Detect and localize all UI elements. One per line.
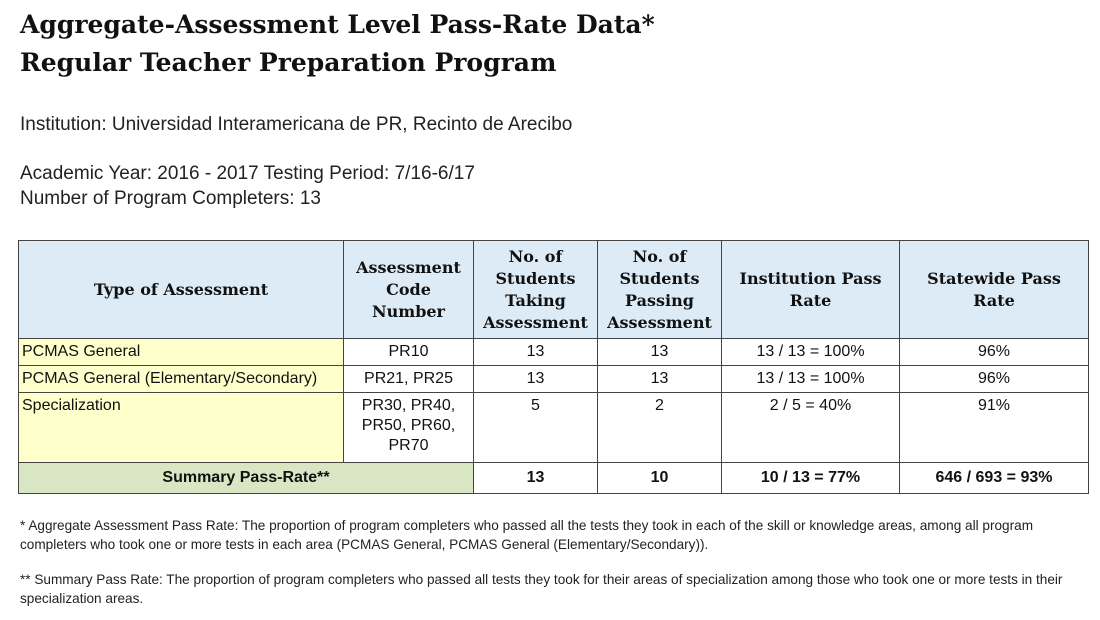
cell-passing: 2 bbox=[597, 392, 722, 463]
cell-statewide-rate: 96% bbox=[899, 338, 1089, 366]
cell-code: PR21, PR25 bbox=[343, 365, 474, 393]
cell-institution-rate: 13 / 13 = 100% bbox=[721, 338, 900, 366]
page-title: Aggregate-Assessment Level Pass-Rate Dat… bbox=[20, 6, 655, 82]
completers-line: Number of Program Completers: 13 bbox=[20, 188, 321, 209]
cell-statewide-rate: 96% bbox=[899, 365, 1089, 393]
cell-code: PR10 bbox=[343, 338, 474, 366]
table-row: PCMAS General (Elementary/Secondary) PR2… bbox=[18, 365, 1089, 393]
cell-taking: 13 bbox=[473, 338, 598, 366]
header-statewide-rate: Statewide Pass Rate bbox=[899, 240, 1089, 339]
cell-type: PCMAS General bbox=[18, 338, 344, 366]
title-line-1: Aggregate-Assessment Level Pass-Rate Dat… bbox=[20, 10, 655, 39]
institution-line: Institution: Universidad Interamericana … bbox=[20, 114, 573, 135]
header-passing: No. of Students Passing Assessment bbox=[597, 240, 722, 339]
header-code: Assessment Code Number bbox=[343, 240, 474, 339]
table-row: PCMAS General PR10 13 13 13 / 13 = 100% … bbox=[18, 338, 1089, 366]
cell-passing: 13 bbox=[597, 338, 722, 366]
academic-year-line: Academic Year: 2016 - 2017 Testing Perio… bbox=[20, 163, 475, 184]
header-institution-rate: Institution Pass Rate bbox=[721, 240, 900, 339]
cell-code: PR30, PR40, PR50, PR60, PR70 bbox=[343, 392, 474, 463]
summary-taking: 13 bbox=[473, 462, 598, 494]
pass-rate-table: Type of Assessment Assessment Code Numbe… bbox=[18, 240, 1089, 494]
cell-type: PCMAS General (Elementary/Secondary) bbox=[18, 365, 344, 393]
title-line-2: Regular Teacher Preparation Program bbox=[20, 48, 557, 77]
table-header-row: Type of Assessment Assessment Code Numbe… bbox=[18, 240, 1089, 339]
cell-taking: 5 bbox=[473, 392, 598, 463]
footnote-summary: ** Summary Pass Rate: The proportion of … bbox=[20, 572, 1063, 606]
cell-institution-rate: 2 / 5 = 40% bbox=[721, 392, 900, 463]
footnote-aggregate: * Aggregate Assessment Pass Rate: The pr… bbox=[20, 518, 1034, 552]
summary-row: Summary Pass-Rate** 13 10 10 / 13 = 77% … bbox=[18, 462, 1089, 494]
header-type: Type of Assessment bbox=[18, 240, 344, 339]
header-taking: No. of Students Taking Assessment bbox=[473, 240, 598, 339]
cell-institution-rate: 13 / 13 = 100% bbox=[721, 365, 900, 393]
cell-type: Specialization bbox=[18, 392, 344, 463]
summary-statewide-rate: 646 / 693 = 93% bbox=[899, 462, 1089, 494]
summary-label: Summary Pass-Rate** bbox=[18, 462, 474, 494]
summary-passing: 10 bbox=[597, 462, 722, 494]
cell-taking: 13 bbox=[473, 365, 598, 393]
summary-institution-rate: 10 / 13 = 77% bbox=[721, 462, 900, 494]
cell-statewide-rate: 91% bbox=[899, 392, 1089, 463]
table-row: Specialization PR30, PR40, PR50, PR60, P… bbox=[18, 392, 1089, 463]
cell-passing: 13 bbox=[597, 365, 722, 393]
